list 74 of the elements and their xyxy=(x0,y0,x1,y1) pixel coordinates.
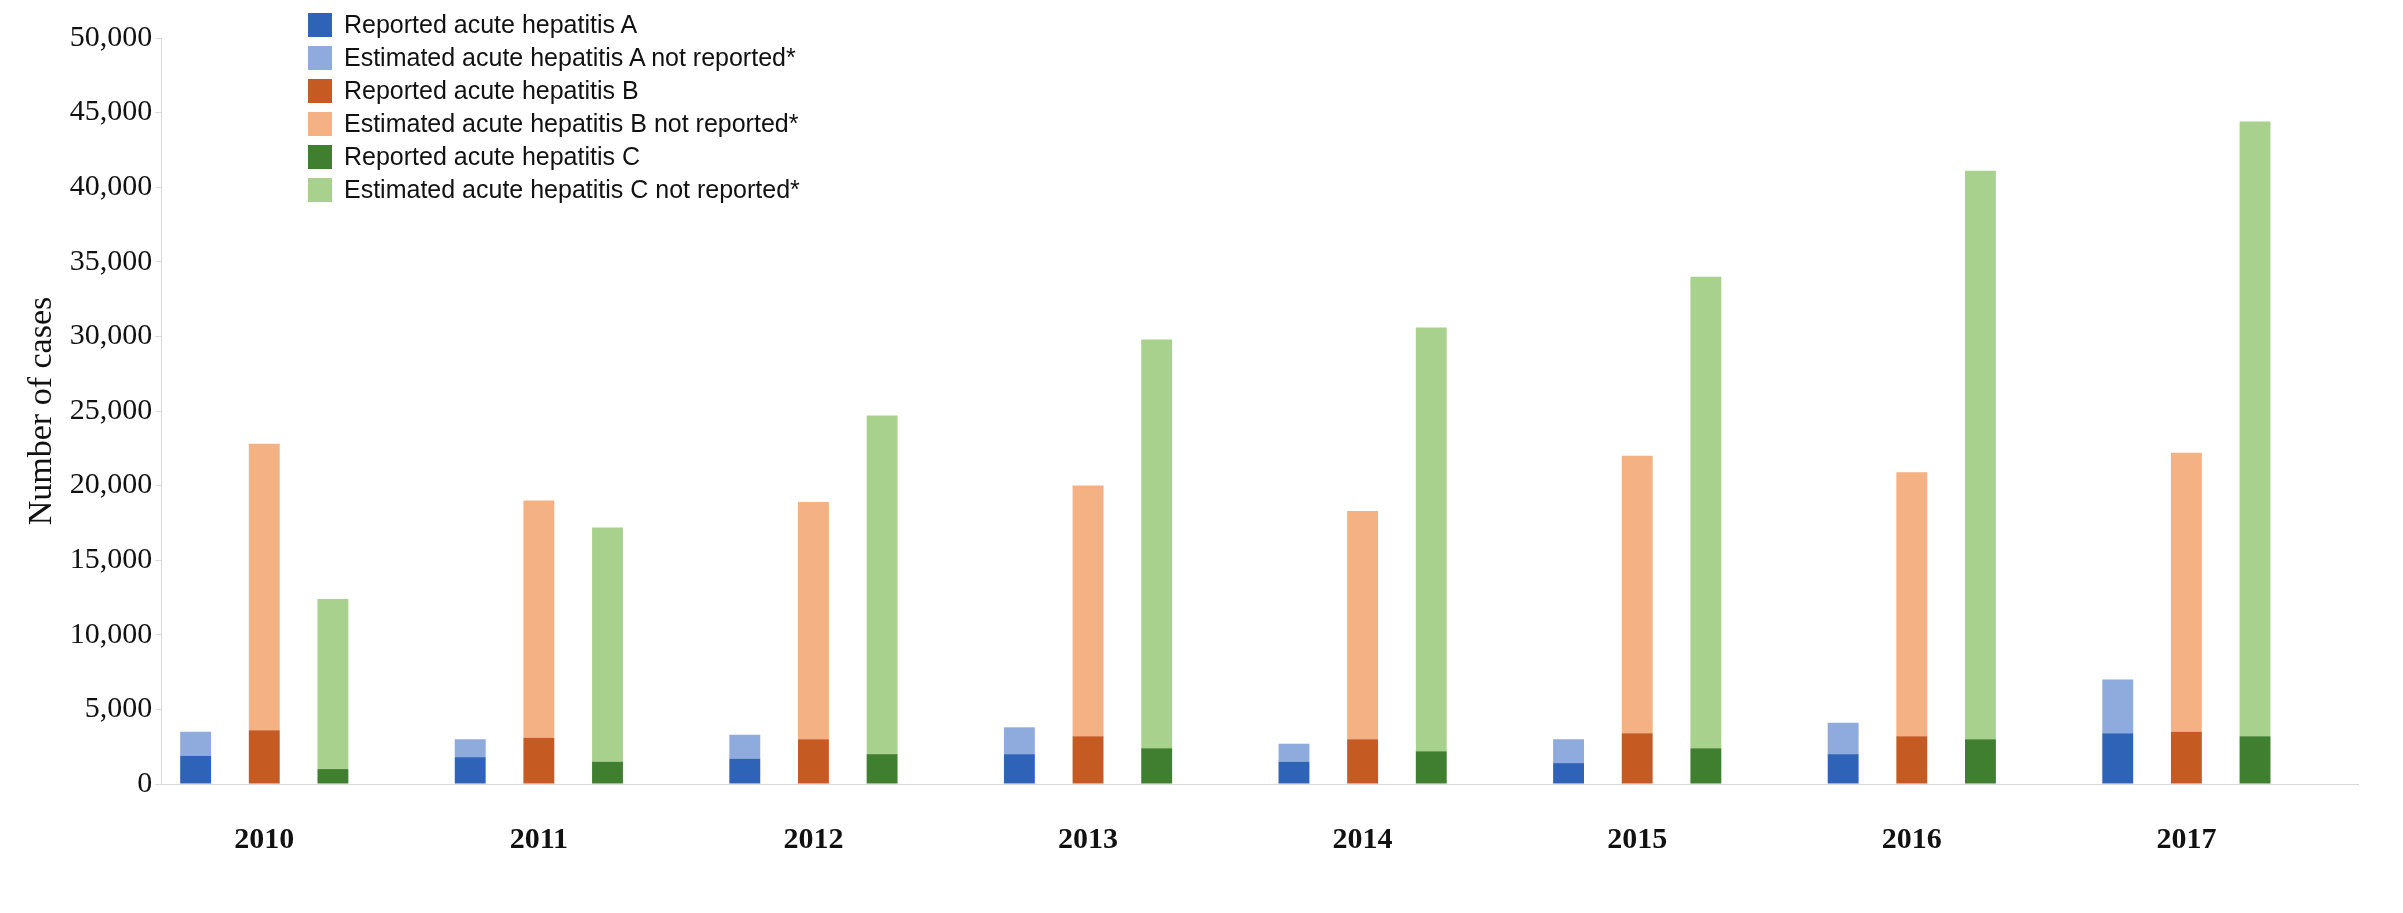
legend-label: Reported acute hepatitis A xyxy=(344,10,638,39)
bar xyxy=(1347,510,1379,740)
bar xyxy=(1690,276,1722,749)
bar xyxy=(2170,452,2202,732)
y-tick-label: 35,000 xyxy=(69,242,153,276)
bar xyxy=(1827,722,1859,755)
x-tick-label: 2014 xyxy=(1332,820,1393,854)
y-axis-title: Number of cases xyxy=(21,296,59,526)
bar xyxy=(2102,733,2134,784)
bar xyxy=(1896,472,1928,737)
bar xyxy=(1072,736,1104,784)
x-tick-label: 2016 xyxy=(1881,820,1942,854)
y-tick-label: 25,000 xyxy=(69,391,153,425)
x-tick-label: 2015 xyxy=(1607,820,1668,854)
x-tick-label: 2010 xyxy=(234,820,295,854)
bar xyxy=(798,739,829,784)
bar xyxy=(866,754,898,784)
bar xyxy=(523,737,555,784)
y-tick-label: 5,000 xyxy=(84,690,153,724)
bar xyxy=(1896,736,1928,784)
bar xyxy=(248,443,280,731)
bar xyxy=(454,739,486,758)
bar xyxy=(1347,739,1379,784)
bar xyxy=(1003,754,1035,784)
bar xyxy=(317,598,349,770)
bar xyxy=(592,527,623,762)
bar xyxy=(1003,727,1035,755)
y-tick-label: 30,000 xyxy=(69,317,153,351)
bar xyxy=(523,500,555,738)
bar xyxy=(729,734,761,759)
legend-label: Estimated acute hepatitis A not reported* xyxy=(344,43,796,72)
bar xyxy=(2239,736,2271,784)
legend-label: Reported acute hepatitis B xyxy=(344,76,639,105)
y-tick-label: 50,000 xyxy=(69,18,153,52)
y-tick-label: 15,000 xyxy=(69,541,153,575)
y-tick-label: 10,000 xyxy=(69,615,153,649)
bar xyxy=(1965,170,1996,740)
bar xyxy=(454,757,486,784)
bar xyxy=(180,731,212,756)
x-tick-label: 2011 xyxy=(509,820,569,854)
legend-label: Estimated acute hepatitis B not reported* xyxy=(344,109,799,138)
bar xyxy=(1553,739,1585,764)
x-tick-label: 2017 xyxy=(2156,820,2217,854)
x-tick-label: 2012 xyxy=(783,820,844,854)
legend-label: Estimated acute hepatitis C not reported* xyxy=(344,175,800,204)
y-tick-label: 20,000 xyxy=(69,466,153,500)
bar xyxy=(1141,748,1173,784)
bar xyxy=(2170,731,2202,784)
y-tick-label: 45,000 xyxy=(69,93,153,127)
bar xyxy=(1278,761,1310,784)
bar xyxy=(866,415,898,755)
bar xyxy=(1553,763,1585,784)
bar xyxy=(180,755,212,784)
bar xyxy=(1415,751,1447,784)
y-tick-label: 40,000 xyxy=(69,168,153,202)
bar xyxy=(592,761,623,784)
bar xyxy=(2239,121,2271,737)
bar xyxy=(1415,327,1447,752)
bar xyxy=(1072,485,1104,737)
legend-label: Reported acute hepatitis C xyxy=(344,142,641,171)
bar xyxy=(1965,739,1996,784)
bar xyxy=(2102,679,2134,734)
bar xyxy=(1141,339,1173,749)
bar xyxy=(248,730,280,784)
bar xyxy=(798,502,829,740)
bar xyxy=(1621,455,1653,734)
bar xyxy=(729,758,761,784)
bar xyxy=(1827,754,1859,784)
bar xyxy=(1690,748,1722,784)
y-tick-label: 0 xyxy=(137,764,153,798)
bar xyxy=(317,769,349,784)
bar xyxy=(1621,733,1653,784)
bar xyxy=(1278,743,1310,762)
x-tick-label: 2013 xyxy=(1058,820,1119,854)
